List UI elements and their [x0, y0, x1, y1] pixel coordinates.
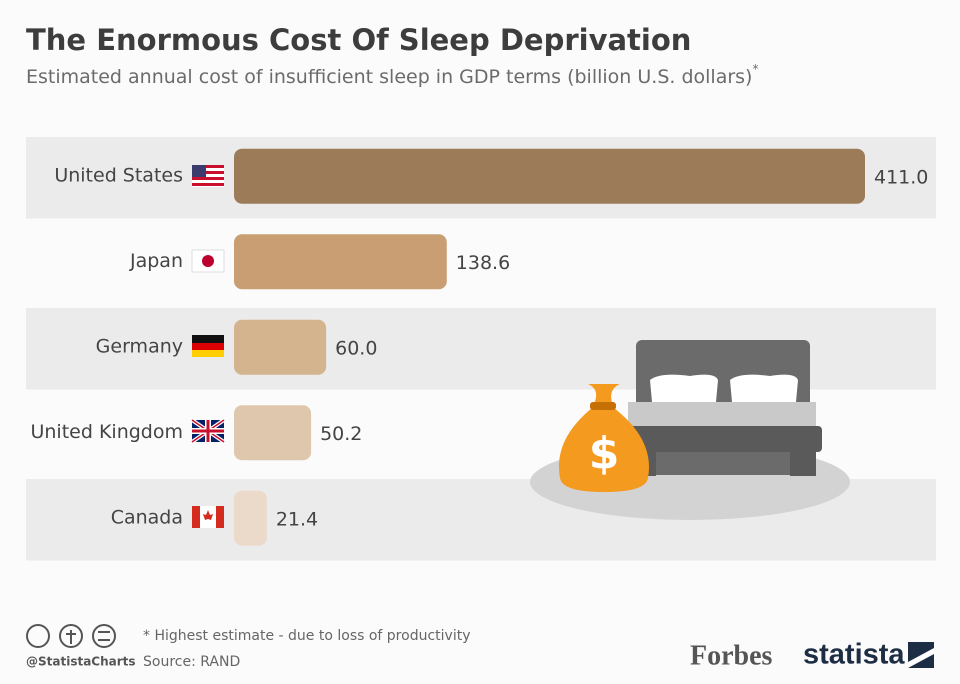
statista-logo [908, 642, 934, 668]
flag-us [192, 165, 224, 187]
flag-uk [190, 418, 226, 444]
frame [622, 426, 822, 452]
bag-tie [590, 402, 616, 410]
rows: United States 411.0 Japan 138.6 Germany 60.0 U… [26, 137, 936, 561]
handle: @StatistaCharts [26, 655, 136, 669]
value-label: 50.2 [320, 423, 362, 445]
bar [234, 234, 447, 290]
brand-statista: statista [803, 639, 905, 671]
chart-subtitle: Estimated annual cost of insufficient sl… [26, 62, 758, 88]
flag-jp [191, 249, 225, 273]
flag-ca [192, 506, 224, 528]
subtitle-mark: * [752, 62, 758, 76]
flags [190, 165, 226, 528]
source: Source: RAND [143, 654, 240, 670]
category-label: United States [54, 164, 183, 186]
leg [790, 450, 816, 476]
category-label: Germany [96, 335, 183, 357]
money-bag [558, 384, 650, 492]
bar [234, 405, 312, 461]
subtitle-text: Estimated annual cost of insufficient sl… [26, 66, 752, 88]
bar [234, 148, 865, 204]
category-label: Canada [111, 506, 183, 528]
pillow [650, 374, 718, 402]
footnote: * Highest estimate - due to loss of prod… [143, 628, 470, 644]
bar [234, 319, 327, 375]
value-label: 60.0 [335, 337, 377, 359]
bar [234, 490, 267, 546]
bed-illustration: $ [530, 340, 850, 520]
chart-title: The Enormous Cost Of Sleep Deprivation [26, 23, 691, 57]
value-label: 21.4 [276, 508, 318, 530]
category-label: United Kingdom [30, 421, 183, 443]
value-label: 411.0 [874, 166, 928, 188]
license-icons [26, 624, 116, 648]
value-label: 138.6 [456, 252, 510, 274]
dollar-icon: $ [589, 428, 620, 479]
flag-de [192, 335, 224, 357]
pillow [730, 374, 798, 402]
brand-forbes: Forbes [690, 640, 773, 671]
mattress [628, 402, 816, 428]
category-label: Japan [129, 250, 183, 272]
